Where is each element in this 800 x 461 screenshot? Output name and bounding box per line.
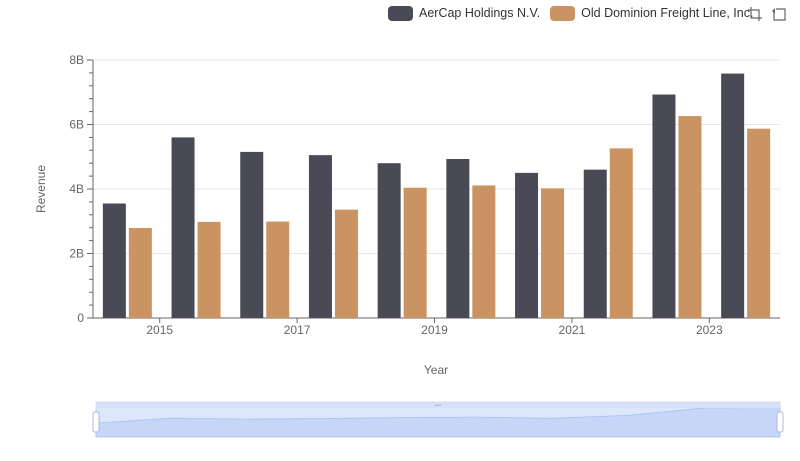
legend-item-old-dominion[interactable]: Old Dominion Freight Line, Inc. (550, 5, 754, 21)
bar-aercap-2020[interactable] (515, 172, 539, 318)
legend-label-old-dominion: Old Dominion Freight Line, Inc. (581, 6, 754, 20)
legend-label-aercap: AerCap Holdings N.V. (419, 6, 541, 20)
bar-old-dominion-2022[interactable] (678, 116, 702, 319)
bar-old-dominion-2016[interactable] (266, 221, 290, 318)
grid-lines (93, 59, 780, 254)
x-axis-title: Year (424, 363, 448, 377)
bar-aercap-2015[interactable] (171, 137, 195, 318)
y-axis-title: Revenue (34, 165, 48, 213)
bar-old-dominion-2020[interactable] (541, 188, 565, 318)
bars (102, 73, 771, 319)
x-tick-label: 2021 (559, 323, 586, 337)
legend-item-aercap[interactable]: AerCap Holdings N.V. (388, 5, 541, 21)
bar-old-dominion-2017[interactable] (334, 209, 358, 318)
y-tick-label: 0 (77, 311, 84, 325)
datazoom-right-handle[interactable] (776, 411, 784, 433)
bar-old-dominion-2014[interactable] (128, 228, 152, 318)
datazoom-grip-icon[interactable]: ▪▪▪ (435, 403, 441, 409)
bar-aercap-2017[interactable] (308, 155, 332, 318)
bar-aercap-2023[interactable] (721, 73, 745, 318)
bar-old-dominion-2019[interactable] (472, 185, 496, 318)
legend: AerCap Holdings N.V. Old Dominion Freigh… (388, 4, 763, 22)
y-tick-label: 6B (69, 118, 84, 132)
x-tick-label: 2023 (696, 323, 723, 337)
axes: 0 2B 4B 6B 8B 2015 2017 2019 2021 2023 (69, 53, 780, 337)
x-tick-label: 2015 (146, 323, 173, 337)
datazoom-left-handle[interactable] (92, 411, 100, 433)
legend-swatch-aercap (388, 5, 413, 21)
toolbox (747, 6, 795, 22)
bar-old-dominion-2015[interactable] (197, 221, 221, 318)
restore-icon[interactable] (771, 6, 787, 22)
x-tick-label: 2019 (421, 323, 448, 337)
x-tick-label: 2017 (284, 323, 311, 337)
y-tick-label: 2B (69, 247, 84, 261)
zoom-icon[interactable] (747, 6, 763, 22)
bar-old-dominion-2021[interactable] (609, 148, 633, 318)
bar-aercap-2021[interactable] (583, 169, 607, 318)
bar-aercap-2022[interactable] (652, 94, 676, 318)
legend-swatch-old-dominion (550, 5, 576, 21)
bar-aercap-2016[interactable] (240, 151, 264, 318)
datazoom-slider[interactable]: ▪▪▪ (92, 401, 784, 438)
datazoom-top-bar[interactable] (96, 402, 780, 408)
bar-old-dominion-2023[interactable] (747, 128, 771, 318)
y-tick-label: 4B (69, 182, 84, 196)
bar-old-dominion-2018[interactable] (403, 187, 427, 318)
y-tick-label: 8B (69, 53, 84, 67)
bar-aercap-2014[interactable] (102, 203, 126, 318)
bar-aercap-2019[interactable] (446, 159, 470, 318)
bar-aercap-2018[interactable] (377, 163, 401, 318)
